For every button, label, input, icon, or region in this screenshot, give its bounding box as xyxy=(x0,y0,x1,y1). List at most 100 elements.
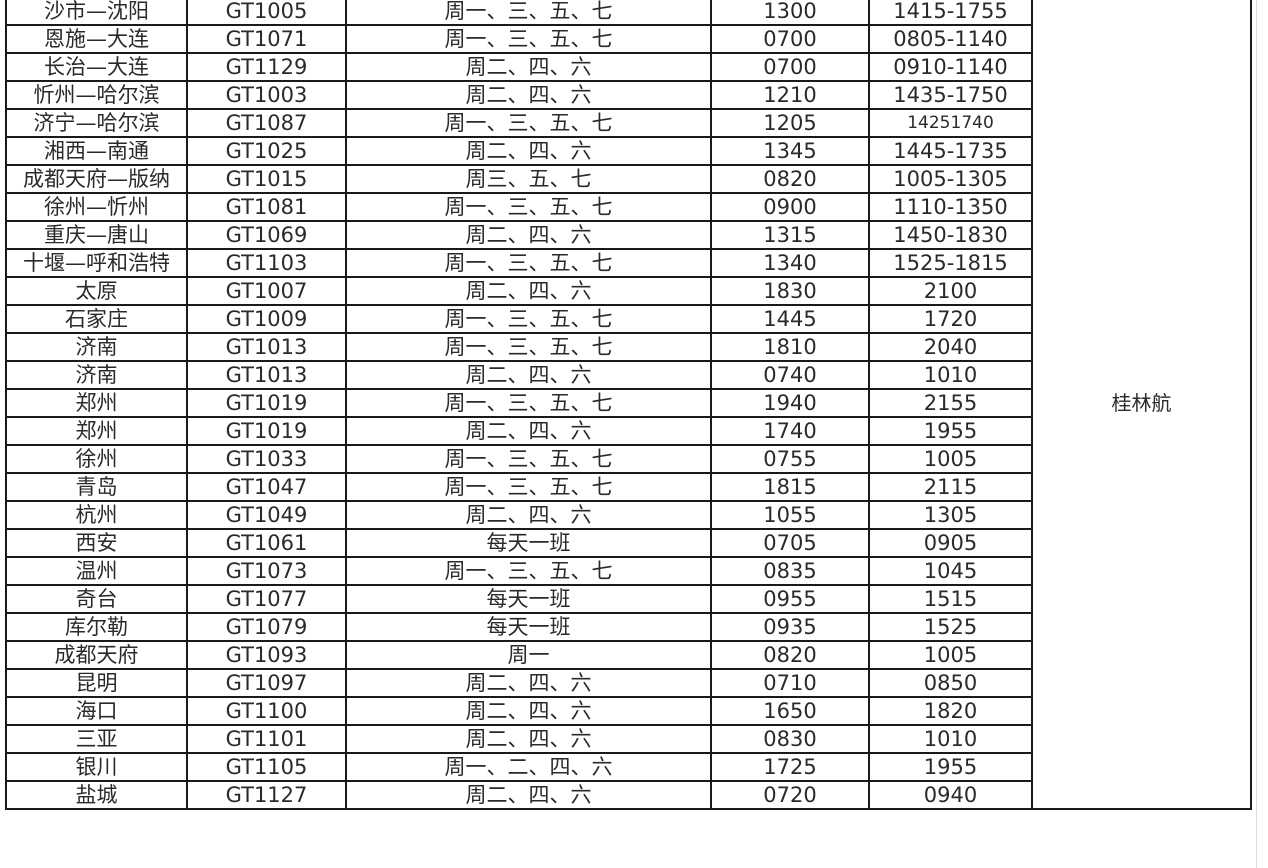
route-cell: 盐城 xyxy=(5,780,188,810)
days-cell: 每天一班 xyxy=(345,584,712,614)
route-cell: 徐州—忻州 xyxy=(5,192,188,222)
days-cell: 周一、三、五、七 xyxy=(345,556,712,586)
flight-number-cell: GT1003 xyxy=(186,80,347,110)
airline-cell: 桂林航 xyxy=(1031,0,1252,810)
days-cell: 周一、三、五、七 xyxy=(345,248,712,278)
arrival-time-cell: 1005 xyxy=(868,640,1033,670)
table-row: 成都天府 GT1093 周一 0820 1005 xyxy=(5,640,1251,670)
table-row: 湘西—南通 GT1025 周二、四、六 1345 1445-1735 xyxy=(5,136,1251,166)
flight-number-cell: GT1009 xyxy=(186,304,347,334)
departure-time-cell: 1300 xyxy=(710,0,870,26)
departure-time-cell: 1725 xyxy=(710,752,870,782)
departure-time-cell: 1815 xyxy=(710,472,870,502)
table-row: 盐城 GT1127 周二、四、六 0720 0940 xyxy=(5,780,1251,810)
route-cell: 库尔勒 xyxy=(5,612,188,642)
flight-number-cell: GT1049 xyxy=(186,500,347,530)
table-row: 三亚 GT1101 周二、四、六 0830 1010 xyxy=(5,724,1251,754)
route-cell: 昆明 xyxy=(5,668,188,698)
arrival-time-cell: 0805-1140 xyxy=(868,24,1033,54)
route-cell: 忻州—哈尔滨 xyxy=(5,80,188,110)
route-cell: 十堰—呼和浩特 xyxy=(5,248,188,278)
arrival-time-cell: 1525 xyxy=(868,612,1033,642)
route-cell: 银川 xyxy=(5,752,188,782)
departure-time-cell: 0700 xyxy=(710,52,870,82)
flight-number-cell: GT1061 xyxy=(186,528,347,558)
departure-time-cell: 0705 xyxy=(710,528,870,558)
table-row: 杭州 GT1049 周二、四、六 1055 1305 xyxy=(5,500,1251,530)
arrival-time-cell: 0910-1140 xyxy=(868,52,1033,82)
days-cell: 每天一班 xyxy=(345,612,712,642)
arrival-time-cell: 1010 xyxy=(868,360,1033,390)
flight-number-cell: GT1103 xyxy=(186,248,347,278)
days-cell: 周一、二、四、六 xyxy=(345,752,712,782)
route-cell: 湘西—南通 xyxy=(5,136,188,166)
departure-time-cell: 0900 xyxy=(710,192,870,222)
days-cell: 周一、三、五、七 xyxy=(345,0,712,26)
flight-number-cell: GT1077 xyxy=(186,584,347,614)
arrival-time-cell: 0940 xyxy=(868,780,1033,810)
days-cell: 周二、四、六 xyxy=(345,52,712,82)
departure-time-cell: 1940 xyxy=(710,388,870,418)
route-cell: 长治—大连 xyxy=(5,52,188,82)
arrival-time-cell: 1955 xyxy=(868,752,1033,782)
table-row: 银川 GT1105 周一、二、四、六 1725 1955 xyxy=(5,752,1251,782)
table-row: 徐州 GT1033 周一、三、五、七 0755 1005 xyxy=(5,444,1251,474)
departure-time-cell: 1205 xyxy=(710,108,870,138)
route-cell: 徐州 xyxy=(5,444,188,474)
flight-number-cell: GT1019 xyxy=(186,388,347,418)
route-cell: 济南 xyxy=(5,360,188,390)
flight-number-cell: GT1047 xyxy=(186,472,347,502)
days-cell: 周一 xyxy=(345,640,712,670)
arrival-time-cell: 1415-1755 xyxy=(868,0,1033,26)
route-cell: 恩施—大连 xyxy=(5,24,188,54)
days-cell: 周二、四、六 xyxy=(345,360,712,390)
arrival-time-cell: 14251740 xyxy=(868,108,1033,138)
days-cell: 周一、三、五、七 xyxy=(345,332,712,362)
flight-number-cell: GT1081 xyxy=(186,192,347,222)
departure-time-cell: 1340 xyxy=(710,248,870,278)
flight-number-cell: GT1100 xyxy=(186,696,347,726)
table-row: 徐州—忻州 GT1081 周一、三、五、七 0900 1110-1350 xyxy=(5,192,1251,222)
departure-time-cell: 1210 xyxy=(710,80,870,110)
departure-time-cell: 1810 xyxy=(710,332,870,362)
route-cell: 杭州 xyxy=(5,500,188,530)
departure-time-cell: 0720 xyxy=(710,780,870,810)
days-cell: 周二、四、六 xyxy=(345,724,712,754)
flight-number-cell: GT1007 xyxy=(186,276,347,306)
departure-time-cell: 0935 xyxy=(710,612,870,642)
table-row: 成都天府—版纳 GT1015 周三、五、七 0820 1005-1305 xyxy=(5,164,1251,194)
route-cell: 成都天府 xyxy=(5,640,188,670)
arrival-time-cell: 1435-1750 xyxy=(868,80,1033,110)
route-cell: 石家庄 xyxy=(5,304,188,334)
arrival-time-cell: 2155 xyxy=(868,388,1033,418)
departure-time-cell: 1740 xyxy=(710,416,870,446)
departure-time-cell: 0700 xyxy=(710,24,870,54)
route-cell: 成都天府—版纳 xyxy=(5,164,188,194)
route-cell: 太原 xyxy=(5,276,188,306)
route-cell: 温州 xyxy=(5,556,188,586)
page-edge-line xyxy=(1256,0,1257,868)
route-cell: 海口 xyxy=(5,696,188,726)
route-cell: 奇台 xyxy=(5,584,188,614)
table-row: 石家庄 GT1009 周一、三、五、七 1445 1720 xyxy=(5,304,1251,334)
flight-number-cell: GT1019 xyxy=(186,416,347,446)
table-row: 长治—大连 GT1129 周二、四、六 0700 0910-1140 xyxy=(5,52,1251,82)
flight-schedule-table-wrapper: 沙市—沈阳 GT1005 周一、三、五、七 1300 1415-1755 桂林航 恩施—大连… xyxy=(5,0,1252,810)
arrival-time-cell: 1525-1815 xyxy=(868,248,1033,278)
flight-number-cell: GT1015 xyxy=(186,164,347,194)
flight-number-cell: GT1069 xyxy=(186,220,347,250)
departure-time-cell: 1345 xyxy=(710,136,870,166)
arrival-time-cell: 2115 xyxy=(868,472,1033,502)
table-row: 奇台 GT1077 每天一班 0955 1515 xyxy=(5,584,1251,614)
flight-number-cell: GT1129 xyxy=(186,52,347,82)
table-row: 济南 GT1013 周二、四、六 0740 1010 xyxy=(5,360,1251,390)
flight-number-cell: GT1025 xyxy=(186,136,347,166)
departure-time-cell: 1445 xyxy=(710,304,870,334)
days-cell: 周二、四、六 xyxy=(345,136,712,166)
days-cell: 周一、三、五、七 xyxy=(345,192,712,222)
route-cell: 沙市—沈阳 xyxy=(5,0,188,26)
days-cell: 周二、四、六 xyxy=(345,276,712,306)
departure-time-cell: 0835 xyxy=(710,556,870,586)
route-cell: 三亚 xyxy=(5,724,188,754)
arrival-time-cell: 0905 xyxy=(868,528,1033,558)
